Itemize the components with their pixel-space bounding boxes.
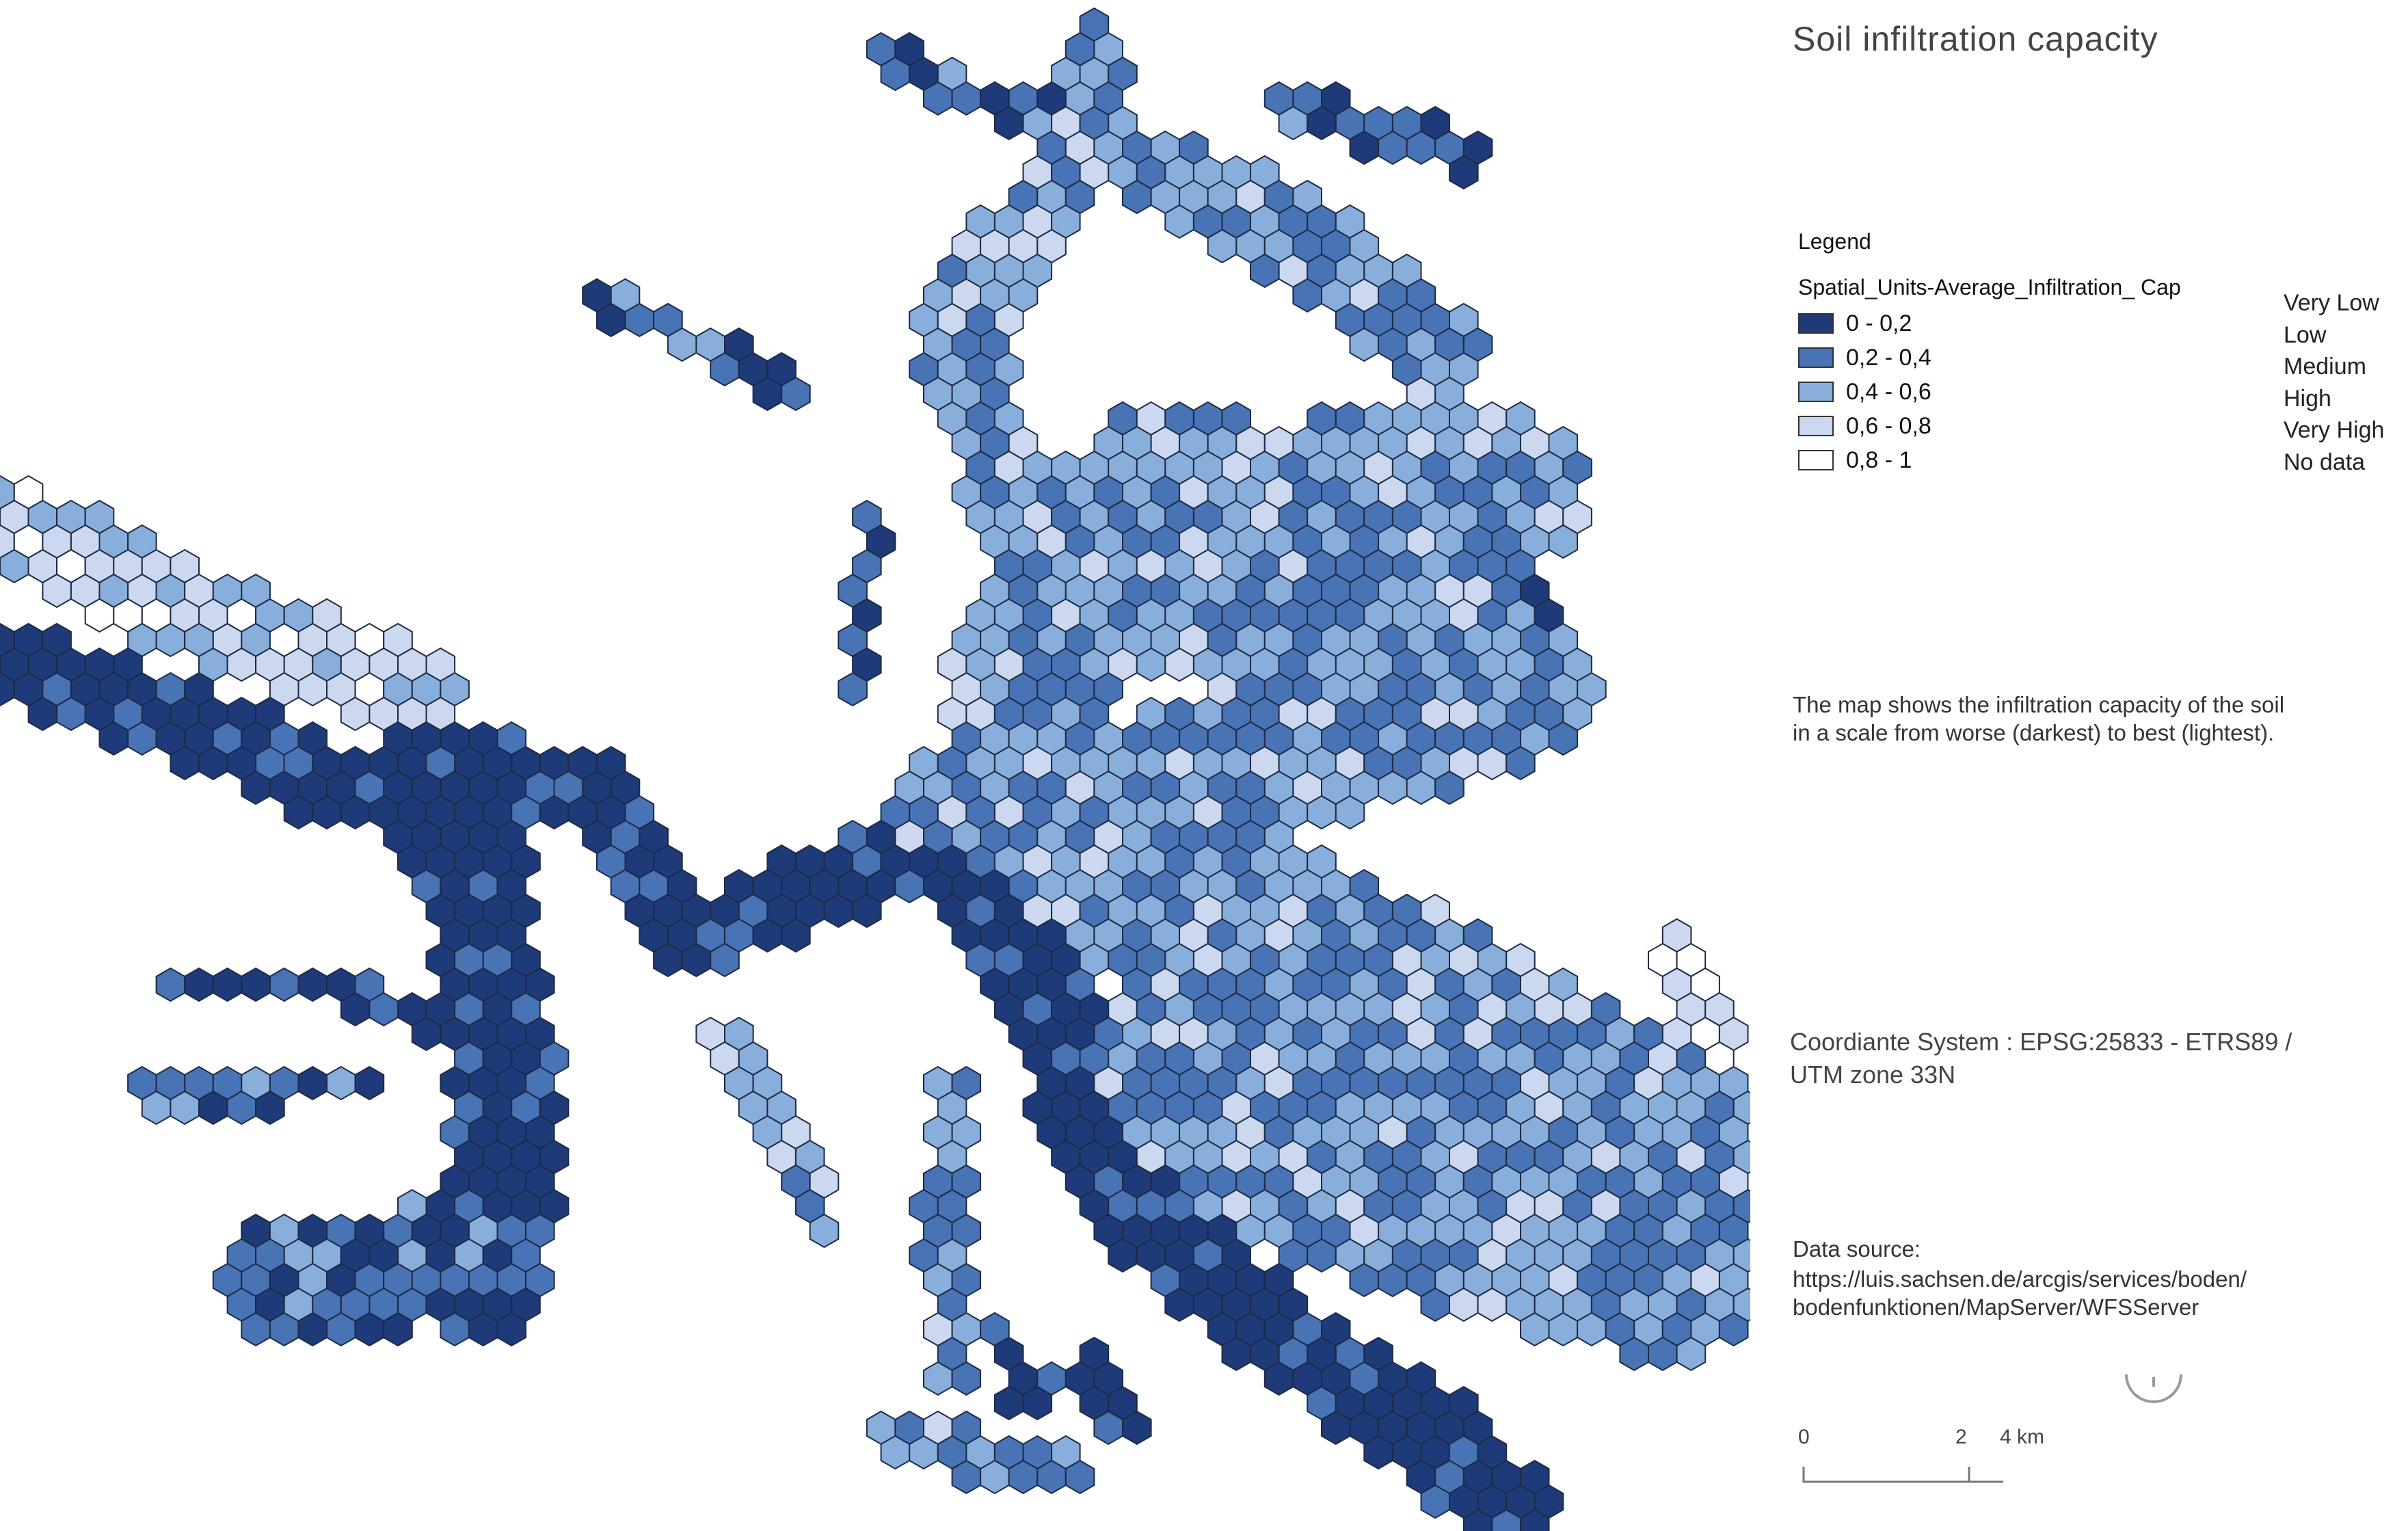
hex-cell	[241, 967, 271, 1002]
map-title: Soil infiltration capacity	[1793, 20, 2158, 58]
hex-cell	[809, 1213, 840, 1249]
hex-cell	[1434, 770, 1464, 806]
hex-cell	[354, 1065, 385, 1101]
hex-cell	[852, 893, 882, 929]
hex-cell	[255, 1090, 285, 1126]
hex-cell	[269, 967, 299, 1002]
data-source-url[interactable]: https://luis.sachsen.de/arcgis/services/…	[1793, 1266, 2247, 1320]
hex-cell	[1520, 1508, 1550, 1531]
scale-bar: 0 2 4 km	[1798, 1426, 2044, 1487]
hex-cell	[1462, 1508, 1493, 1531]
hexbin-map[interactable]	[0, 0, 1750, 1531]
hex-cell	[383, 1312, 413, 1347]
hex-cell	[1491, 1508, 1521, 1531]
legend-heading: Legend	[1798, 229, 1871, 254]
hex-cell	[496, 1312, 526, 1347]
data-source-label: Data source:	[1793, 1236, 1921, 1262]
map-info-panel: Soil infiltration capacity Legend Spatia…	[1750, 0, 2408, 1531]
map-description: The map shows the infiltration capacity …	[1793, 692, 2285, 745]
hex-cell	[212, 967, 243, 1002]
legend-swatch	[1798, 416, 1834, 436]
coordinate-system: Coordiante System : EPSG:25833 - ETRS89 …	[1790, 1028, 2292, 1089]
hex-cell	[781, 918, 811, 953]
legend-label: 0,4 - 0,6	[1846, 378, 1931, 405]
hex-cell	[1548, 524, 1579, 559]
hex-cell	[1449, 155, 1479, 190]
hex-cell	[1022, 1385, 1053, 1421]
class-no-data: No data	[2284, 449, 2366, 475]
class-medium: Medium	[2284, 354, 2366, 380]
hex-cell	[1548, 721, 1579, 756]
hexbin-map-canvas	[0, 7, 1750, 1531]
scale-tick-2: 2	[1955, 1426, 1967, 1448]
legend-swatch	[1798, 313, 1834, 334]
legend-item-0-0.2: 0 - 0,2	[1798, 306, 1931, 341]
legend-field-name: Spatial_Units-Average_Infiltration_ Cap	[1798, 275, 2181, 299]
legend-label: 0,8 - 1	[1846, 447, 1912, 473]
hex-cell	[1718, 1312, 1749, 1347]
legend-swatch	[1798, 450, 1834, 470]
hex-cell	[1065, 1459, 1095, 1495]
legend-label: 0,2 - 0,4	[1846, 344, 1931, 371]
scale-tick-0: 0	[1798, 1426, 1810, 1448]
legend-label: 0 - 0,2	[1846, 310, 1912, 336]
class-very-low: Very Low	[2284, 290, 2379, 316]
hex-cell	[1506, 745, 1536, 781]
class-low: Low	[2284, 321, 2327, 348]
scale-tick-4: 4 km	[1999, 1426, 2044, 1448]
class-very-high: Very High	[2284, 417, 2385, 443]
north-arrow-icon	[2119, 1368, 2188, 1422]
hex-cell	[155, 967, 186, 1002]
legend-item-0.6-0.8: 0,6 - 0,8	[1798, 409, 1931, 443]
legend-item-0.2-0.4: 0,2 - 0,4	[1798, 341, 1931, 375]
hex-cell	[838, 671, 868, 707]
hex-cell	[710, 942, 740, 978]
hex-cell	[326, 1065, 356, 1101]
hex-cell	[1335, 795, 1365, 830]
hex-cell	[1676, 1336, 1707, 1372]
legend-list: 0 - 0,2 0,2 - 0,4 0,4 - 0,6 0,6 - 0,8 0,…	[1798, 306, 1931, 477]
hex-cell	[951, 1361, 982, 1396]
legend-swatch	[1798, 347, 1834, 368]
legend-item-0.4-0.6: 0,4 - 0,6	[1798, 375, 1931, 409]
legend-label: 0,6 - 0,8	[1846, 412, 1931, 439]
scale-bar-graphic	[1802, 1467, 2003, 1483]
hex-cell	[297, 1065, 327, 1101]
class-high: High	[2284, 385, 2331, 412]
hex-cell	[184, 967, 214, 1002]
legend-item-0.8-1: 0,8 - 1	[1798, 443, 1931, 477]
hex-cell	[781, 376, 811, 412]
legend-class-names: Very Low Low Medium High Very High No da…	[2284, 287, 2384, 478]
hex-cell	[297, 967, 327, 1002]
legend-swatch	[1798, 382, 1834, 402]
hex-cell	[1122, 1410, 1152, 1446]
